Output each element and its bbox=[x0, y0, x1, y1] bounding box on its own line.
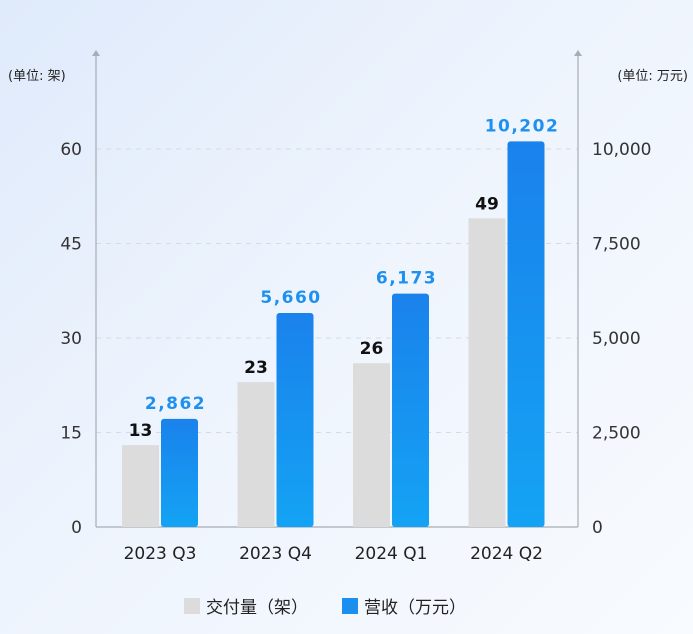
bar-deliveries bbox=[122, 445, 159, 527]
left-axis-arrow-icon bbox=[92, 50, 100, 56]
right-axis-tick-label: 5,000 bbox=[592, 329, 641, 349]
right-axis-unit-label: (单位: 万元) bbox=[617, 69, 688, 84]
legend: 交付量（架） 营收（万元） bbox=[184, 598, 466, 618]
legend-label-deliveries: 交付量（架） bbox=[206, 598, 308, 618]
data-label-revenue: 10,202 bbox=[485, 116, 560, 136]
right-axis-tick-label: 0 bbox=[592, 518, 603, 538]
right-axis-tick-label: 10,000 bbox=[592, 140, 651, 160]
bar-revenue bbox=[392, 293, 429, 527]
bar-revenue bbox=[276, 313, 314, 527]
x-axis-category-label: 2023 Q3 bbox=[124, 544, 197, 564]
bar-revenue bbox=[507, 141, 545, 528]
x-axis-category-label: 2023 Q4 bbox=[239, 544, 312, 564]
legend-swatch-deliveries bbox=[184, 598, 200, 614]
data-label-revenue: 5,660 bbox=[260, 288, 321, 308]
bar-revenue bbox=[161, 418, 198, 527]
legend-swatch-revenue bbox=[342, 598, 358, 614]
bar-deliveries bbox=[468, 218, 506, 528]
data-label-deliveries: 23 bbox=[244, 358, 268, 378]
x-axis-category-label: 2024 Q1 bbox=[355, 544, 428, 564]
bar-deliveries bbox=[237, 382, 275, 527]
data-label-deliveries: 13 bbox=[129, 421, 153, 441]
bar-deliveries bbox=[353, 363, 390, 527]
data-label-revenue: 2,862 bbox=[145, 394, 206, 414]
data-label-revenue: 6,173 bbox=[376, 269, 437, 289]
data-label-deliveries: 49 bbox=[475, 194, 499, 214]
right-axis-arrow-icon bbox=[574, 50, 582, 56]
gridlines bbox=[96, 148, 578, 433]
x-axis-category-label: 2024 Q2 bbox=[470, 544, 543, 564]
axes: 0 15 30 45 60 0 2,500 5,000 7,500 10,000 (单位: 架) (单… bbox=[8, 50, 688, 538]
left-axis-tick-label: 0 bbox=[71, 518, 82, 538]
left-axis-tick-label: 60 bbox=[60, 140, 82, 160]
left-axis-unit-label: (单位: 架) bbox=[8, 69, 66, 84]
right-axis-tick-label: 2,500 bbox=[592, 424, 641, 444]
data-label-deliveries: 26 bbox=[360, 339, 384, 359]
legend-label-revenue: 营收（万元） bbox=[364, 598, 466, 618]
bars bbox=[122, 141, 545, 528]
labels: 13 2,862 2023 Q3 23 5,660 2023 Q4 26 6,173 2024 … bbox=[124, 116, 560, 564]
left-axis-tick-label: 45 bbox=[60, 235, 82, 255]
left-axis-tick-label: 30 bbox=[60, 329, 82, 349]
left-axis-tick-label: 15 bbox=[60, 424, 82, 444]
right-axis-tick-label: 7,500 bbox=[592, 235, 641, 255]
